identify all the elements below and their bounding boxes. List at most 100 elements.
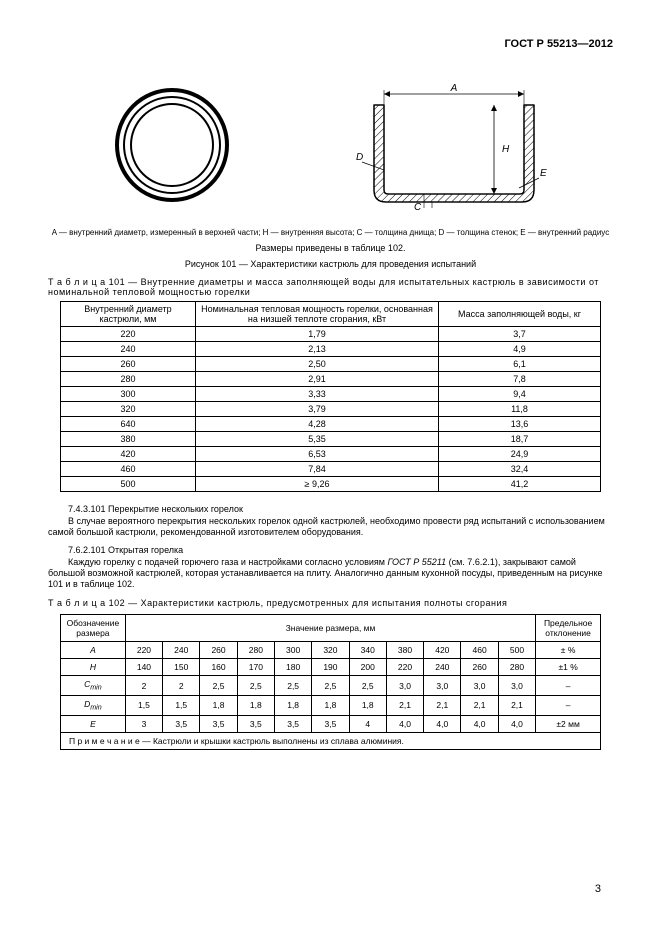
- t102-cell: 4,0: [461, 715, 498, 732]
- t102-cell: 260: [461, 659, 498, 676]
- t101-body: 2201,793,72402,134,92602,506,12802,917,8…: [61, 327, 601, 492]
- t101-cell: 240: [61, 342, 196, 357]
- t101-cell: 2,91: [196, 372, 439, 387]
- t102-cell: 3,0: [386, 676, 423, 696]
- label-e: E: [540, 168, 547, 179]
- label-h: H: [502, 144, 510, 155]
- t102-label: H: [61, 659, 126, 676]
- t102-cell: 140: [125, 659, 162, 676]
- t102-dev: –: [536, 695, 601, 715]
- t102-label: E: [61, 715, 126, 732]
- t102-cell: 280: [498, 659, 535, 676]
- t102-cell: 3,5: [200, 715, 237, 732]
- t101-cell: 4,28: [196, 417, 439, 432]
- t101-cell: 3,79: [196, 402, 439, 417]
- t102-cell: 150: [163, 659, 200, 676]
- table101-title: Т а б л и ц а 101 — Внутренние диаметры …: [48, 277, 613, 297]
- t102-cell: 3,5: [312, 715, 349, 732]
- t102-label: Dmin: [61, 695, 126, 715]
- t101-cell: 5,35: [196, 432, 439, 447]
- t102-label: A: [61, 642, 126, 659]
- t102-cell: 1,8: [237, 695, 274, 715]
- t101-h0: Внутренний диаметр кастрюли, мм: [61, 302, 196, 327]
- t102-cell: 4: [349, 715, 386, 732]
- t102-cell: 2,5: [200, 676, 237, 696]
- t102-colC: Предельное отклонение: [536, 615, 601, 642]
- t101-cell: 7,8: [439, 372, 601, 387]
- doc-header: ГОСТ Р 55213—2012: [48, 38, 613, 50]
- t101-cell: 460: [61, 462, 196, 477]
- t101-cell: 260: [61, 357, 196, 372]
- sec2-a: Каждую горелку с подачей горючего газа и…: [68, 557, 387, 567]
- t101-cell: 18,7: [439, 432, 601, 447]
- t102-cell: 4,0: [386, 715, 423, 732]
- figures-row: A H D E C: [48, 80, 613, 210]
- t102-note: П р и м е ч а н и е — Кастрюли и крышки …: [61, 732, 601, 749]
- t101-cell: 41,2: [439, 477, 601, 492]
- t102-cell: 4,0: [424, 715, 461, 732]
- t101-cell: 11,8: [439, 402, 601, 417]
- t102-cell: 180: [274, 659, 311, 676]
- figure-caption: Рисунок 101 — Характеристики кастрюль дл…: [48, 259, 613, 269]
- t101-cell: 2,13: [196, 342, 439, 357]
- table102-title: Т а б л и ц а 102 — Характеристики кастр…: [48, 598, 613, 608]
- t101-cell: 32,4: [439, 462, 601, 477]
- t102-dev: ±1 %: [536, 659, 601, 676]
- t101-cell: 420: [61, 447, 196, 462]
- t101-cell: 6,1: [439, 357, 601, 372]
- t102-cell: 260: [200, 642, 237, 659]
- t102-dev: ± %: [536, 642, 601, 659]
- t101-h2: Масса заполняющей воды, кг: [439, 302, 601, 327]
- t102-cell: 220: [386, 659, 423, 676]
- sec1-body: В случае вероятного перекрытия нескольки…: [48, 516, 613, 539]
- t102-cell: 460: [461, 642, 498, 659]
- t102-cell: 2: [163, 676, 200, 696]
- label-d: D: [356, 152, 363, 163]
- label-c: C: [414, 202, 422, 210]
- t102-cell: 2: [125, 676, 162, 696]
- t101-cell: 3,33: [196, 387, 439, 402]
- t101-cell: 220: [61, 327, 196, 342]
- t101-cell: 4,9: [439, 342, 601, 357]
- t102-cell: 3,5: [274, 715, 311, 732]
- t101-cell: ≥ 9,26: [196, 477, 439, 492]
- t102-cell: 320: [312, 642, 349, 659]
- t101-cell: 640: [61, 417, 196, 432]
- t102-colB: Значение размера, мм: [125, 615, 535, 642]
- t102-cell: 3,5: [163, 715, 200, 732]
- t101-cell: 7,84: [196, 462, 439, 477]
- t102-cell: 1,8: [312, 695, 349, 715]
- sec1-heading: 7.4.3.101 Перекрытие нескольких горелок: [68, 504, 613, 514]
- t102-cell: 280: [237, 642, 274, 659]
- sizes-note: Размеры приведены в таблице 102.: [48, 243, 613, 253]
- t102-cell: 500: [498, 642, 535, 659]
- t102-cell: 2,1: [461, 695, 498, 715]
- t101-cell: 2,50: [196, 357, 439, 372]
- label-a: A: [450, 83, 458, 94]
- t102-cell: 1,8: [200, 695, 237, 715]
- figure-section-view: A H D E C: [354, 80, 554, 210]
- t102-cell: 160: [200, 659, 237, 676]
- t102-cell: 3,5: [237, 715, 274, 732]
- t102-cell: 220: [125, 642, 162, 659]
- t102-cell: 170: [237, 659, 274, 676]
- t102-cell: 300: [274, 642, 311, 659]
- t101-cell: 3,7: [439, 327, 601, 342]
- t102-colA: Обозначение размера: [61, 615, 126, 642]
- t102-cell: 200: [349, 659, 386, 676]
- t101-cell: 300: [61, 387, 196, 402]
- t101-cell: 380: [61, 432, 196, 447]
- t102-cell: 1,8: [349, 695, 386, 715]
- t102-cell: 4,0: [498, 715, 535, 732]
- t101-cell: 6,53: [196, 447, 439, 462]
- t101-h1: Номинальная тепловая мощность горелки, о…: [196, 302, 439, 327]
- t102-cell: 190: [312, 659, 349, 676]
- table101: Внутренний диаметр кастрюли, мм Номиналь…: [60, 301, 601, 492]
- t101-cell: 9,4: [439, 387, 601, 402]
- t102-cell: 3,0: [461, 676, 498, 696]
- t102-label: Cmin: [61, 676, 126, 696]
- t102-cell: 1,5: [125, 695, 162, 715]
- sec2-ref: ГОСТ Р 55211: [387, 557, 446, 567]
- t102-cell: 380: [386, 642, 423, 659]
- t102-cell: 3: [125, 715, 162, 732]
